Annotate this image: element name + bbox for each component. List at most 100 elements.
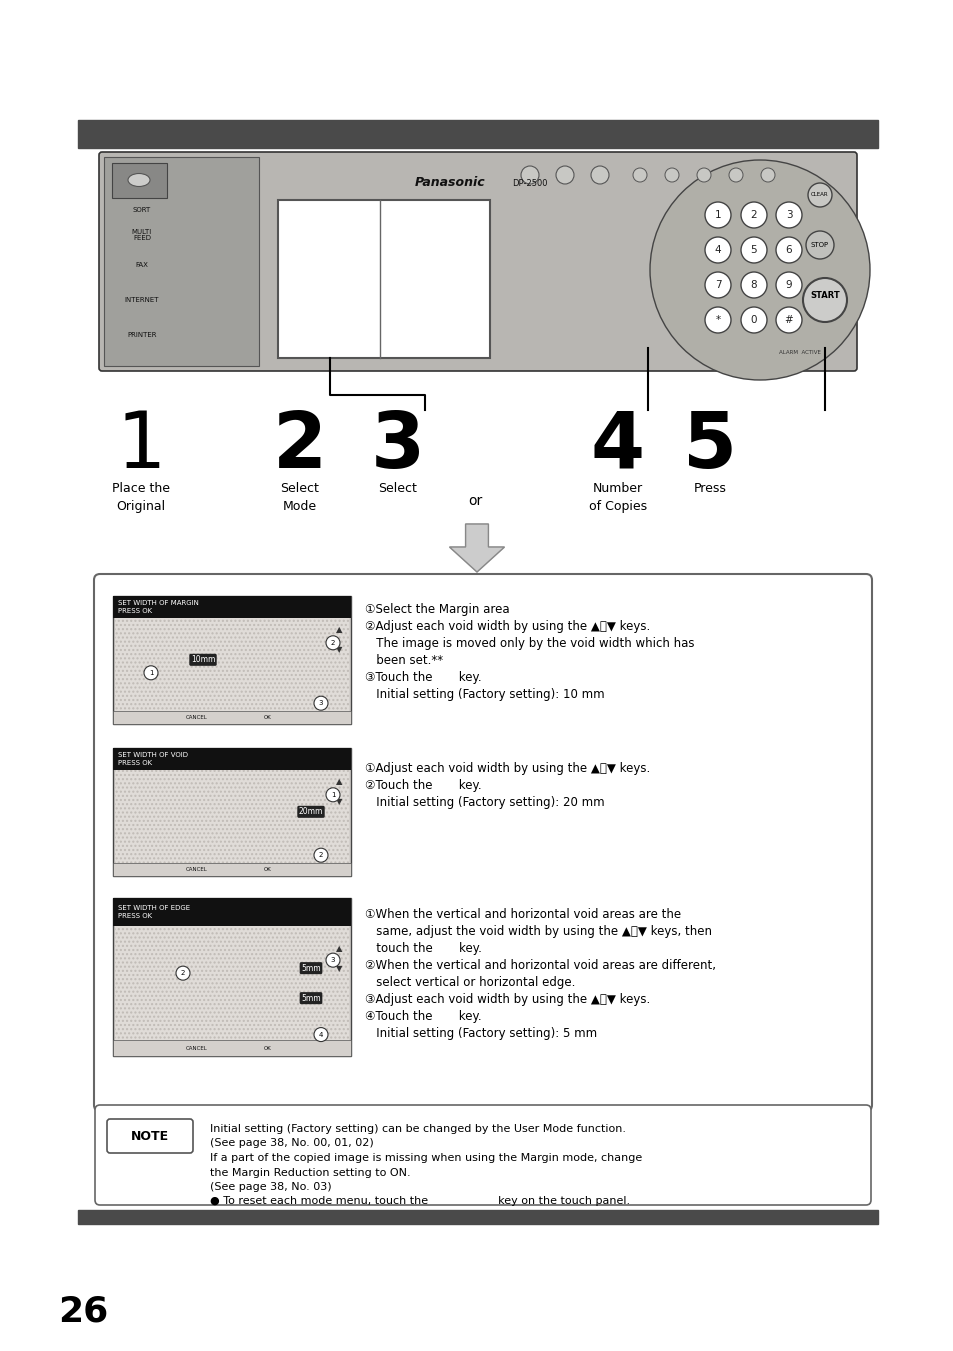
Text: 4: 4 bbox=[318, 1032, 323, 1038]
Circle shape bbox=[144, 666, 158, 680]
FancyBboxPatch shape bbox=[99, 153, 856, 372]
Text: PRINTER: PRINTER bbox=[127, 332, 156, 338]
Text: select vertical or horizontal edge.: select vertical or horizontal edge. bbox=[365, 975, 575, 989]
FancyBboxPatch shape bbox=[95, 1105, 870, 1205]
FancyBboxPatch shape bbox=[107, 1119, 193, 1152]
Text: 2: 2 bbox=[331, 640, 335, 646]
Text: The image is moved only by the void width which has: The image is moved only by the void widt… bbox=[365, 638, 694, 650]
Text: 2: 2 bbox=[273, 408, 327, 484]
Text: If a part of the copied image is missing when using the Margin mode, change: If a part of the copied image is missing… bbox=[210, 1152, 641, 1163]
Text: ①Select the Margin area: ①Select the Margin area bbox=[365, 603, 509, 616]
Text: ④Touch the       key.: ④Touch the key. bbox=[365, 1011, 481, 1023]
Circle shape bbox=[775, 236, 801, 263]
Bar bbox=[115, 770, 349, 863]
Text: ②When the vertical and horizontal void areas are different,: ②When the vertical and horizontal void a… bbox=[365, 959, 716, 971]
Text: ▲: ▲ bbox=[335, 626, 342, 635]
Circle shape bbox=[775, 307, 801, 332]
Text: NOTE: NOTE bbox=[131, 1129, 169, 1143]
Bar bbox=[112, 748, 351, 770]
Bar bbox=[112, 748, 351, 875]
Bar bbox=[78, 1210, 877, 1224]
Text: (See page 38, No. 00, 01, 02): (See page 38, No. 00, 01, 02) bbox=[210, 1139, 374, 1148]
Text: 7: 7 bbox=[714, 280, 720, 290]
Text: 3: 3 bbox=[318, 700, 323, 707]
Text: 3: 3 bbox=[331, 957, 335, 963]
Text: 3: 3 bbox=[371, 408, 425, 484]
Bar bbox=[112, 863, 351, 875]
Text: 9: 9 bbox=[785, 280, 792, 290]
Circle shape bbox=[740, 236, 766, 263]
Text: 2: 2 bbox=[181, 970, 185, 977]
FancyBboxPatch shape bbox=[94, 574, 871, 1111]
Text: ● To reset each mode menu, touch the                    key on the touch panel.: ● To reset each mode menu, touch the key… bbox=[210, 1197, 630, 1206]
Circle shape bbox=[704, 236, 730, 263]
Bar bbox=[277, 200, 490, 358]
Circle shape bbox=[697, 168, 710, 182]
Circle shape bbox=[326, 636, 339, 650]
Text: START: START bbox=[809, 290, 839, 300]
Text: same, adjust the void width by using the ▲・▼ keys, then: same, adjust the void width by using the… bbox=[365, 925, 711, 938]
Text: 5: 5 bbox=[750, 245, 757, 255]
Circle shape bbox=[740, 203, 766, 228]
Bar bbox=[112, 898, 351, 1056]
Circle shape bbox=[326, 954, 339, 967]
Text: SET WIDTH OF EDGE
PRESS OK: SET WIDTH OF EDGE PRESS OK bbox=[118, 905, 190, 919]
Text: ②Touch the       key.: ②Touch the key. bbox=[365, 780, 481, 792]
Circle shape bbox=[556, 166, 574, 184]
Text: Initial setting (Factory setting): 5 mm: Initial setting (Factory setting): 5 mm bbox=[365, 1027, 597, 1040]
Circle shape bbox=[590, 166, 608, 184]
Circle shape bbox=[728, 168, 742, 182]
Circle shape bbox=[760, 168, 774, 182]
Text: Initial setting (Factory setting): 20 mm: Initial setting (Factory setting): 20 mm bbox=[365, 796, 604, 809]
Text: ▼: ▼ bbox=[335, 963, 342, 973]
Bar bbox=[112, 711, 351, 724]
Text: 0: 0 bbox=[750, 315, 757, 326]
Bar bbox=[112, 898, 351, 925]
Text: SORT: SORT bbox=[132, 207, 151, 213]
Bar bbox=[115, 925, 349, 1040]
Bar bbox=[104, 157, 258, 366]
Text: OK: OK bbox=[264, 715, 272, 720]
Text: OK: OK bbox=[264, 867, 272, 873]
Circle shape bbox=[775, 272, 801, 299]
Text: Press: Press bbox=[693, 482, 725, 494]
Circle shape bbox=[326, 788, 339, 801]
Circle shape bbox=[175, 966, 190, 981]
Text: Original: Original bbox=[116, 500, 166, 513]
Text: 3: 3 bbox=[785, 209, 792, 220]
Circle shape bbox=[704, 203, 730, 228]
Text: 4: 4 bbox=[590, 408, 644, 484]
Bar bbox=[78, 120, 877, 149]
Text: Place the: Place the bbox=[112, 482, 170, 494]
Text: STOP: STOP bbox=[810, 242, 828, 249]
Circle shape bbox=[664, 168, 679, 182]
Text: been set.**: been set.** bbox=[365, 654, 442, 667]
Text: FAX: FAX bbox=[135, 262, 149, 267]
Bar bbox=[115, 619, 349, 711]
Text: Initial setting (Factory setting): 10 mm: Initial setting (Factory setting): 10 mm bbox=[365, 688, 604, 701]
Circle shape bbox=[802, 278, 846, 322]
Text: touch the       key.: touch the key. bbox=[365, 942, 481, 955]
Text: 4: 4 bbox=[714, 245, 720, 255]
Bar bbox=[112, 596, 351, 724]
Text: SET WIDTH OF MARGIN
PRESS OK: SET WIDTH OF MARGIN PRESS OK bbox=[118, 600, 198, 613]
Circle shape bbox=[740, 272, 766, 299]
Circle shape bbox=[633, 168, 646, 182]
Text: 1: 1 bbox=[714, 209, 720, 220]
Text: CANCEL: CANCEL bbox=[185, 1046, 207, 1051]
Text: CANCEL: CANCEL bbox=[185, 867, 207, 873]
Text: 6: 6 bbox=[785, 245, 792, 255]
Ellipse shape bbox=[128, 173, 150, 186]
Text: ▲: ▲ bbox=[335, 943, 342, 952]
Text: ③Adjust each void width by using the ▲・▼ keys.: ③Adjust each void width by using the ▲・▼… bbox=[365, 993, 650, 1006]
Bar bbox=[112, 163, 167, 199]
Text: MULTI
FEED: MULTI FEED bbox=[132, 228, 152, 242]
Circle shape bbox=[314, 696, 328, 711]
Text: 2: 2 bbox=[750, 209, 757, 220]
Text: 1: 1 bbox=[331, 792, 335, 798]
Circle shape bbox=[649, 159, 869, 380]
Bar bbox=[112, 1040, 351, 1056]
Text: #: # bbox=[783, 315, 793, 326]
Text: OK: OK bbox=[264, 1046, 272, 1051]
Circle shape bbox=[775, 203, 801, 228]
